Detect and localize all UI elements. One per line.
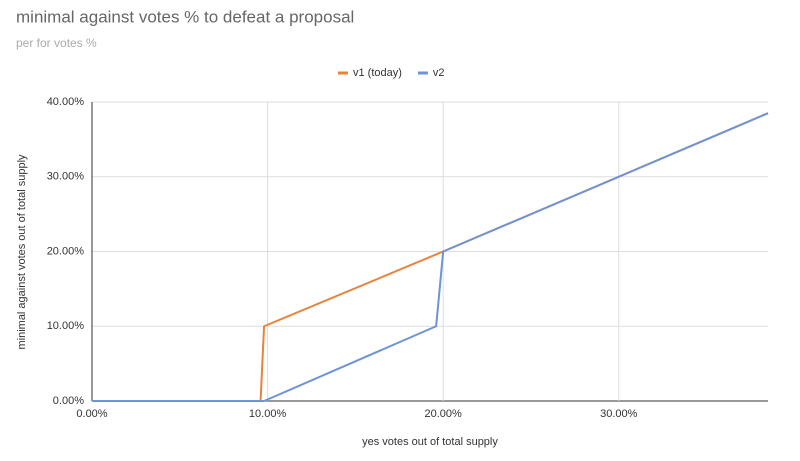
y-tick-label: 20.00% <box>47 245 85 257</box>
y-tick-label: 30.00% <box>47 171 85 183</box>
chart-subtitle: per for votes % <box>16 36 97 50</box>
y-tick-label: 40.00% <box>47 96 85 108</box>
x-tick-label: 30.00% <box>600 408 638 420</box>
x-tick-label: 10.00% <box>249 408 287 420</box>
x-tick-label: 0.00% <box>76 408 107 420</box>
legend-label: v2 <box>433 67 445 79</box>
chart-title: minimal against votes % to defeat a prop… <box>16 7 354 26</box>
x-tick-label: 20.00% <box>425 408 463 420</box>
y-tick-label: 0.00% <box>53 395 84 407</box>
legend-label: v1 (today) <box>353 67 402 79</box>
y-tick-label: 10.00% <box>47 320 85 332</box>
series-line <box>92 112 769 402</box>
y-axis-title: minimal against votes out of total suppl… <box>16 154 28 350</box>
x-axis-title: yes votes out of total supply <box>362 436 498 448</box>
